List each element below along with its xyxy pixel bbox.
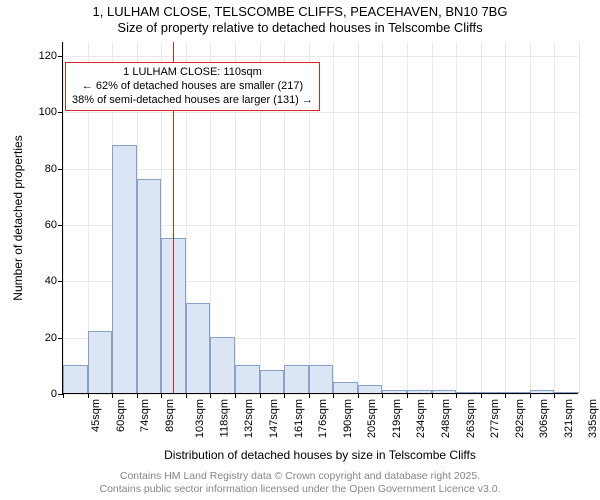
title-line-2: Size of property relative to detached ho… (0, 20, 600, 36)
credits-line-2: Contains public sector information licen… (0, 483, 600, 496)
title-line-1: 1, LULHAM CLOSE, TELSCOMBE CLIFFS, PEACE… (0, 4, 600, 20)
histogram-bar (505, 392, 530, 393)
xtick-mark (260, 393, 261, 398)
histogram-bar (358, 385, 383, 393)
histogram-bar (88, 331, 113, 393)
gridline-v (579, 42, 580, 393)
ytick-label: 20 (45, 332, 63, 344)
xtick-mark (210, 393, 211, 398)
histogram-bar (137, 179, 162, 393)
gridline-v (432, 42, 433, 393)
xtick-mark (161, 393, 162, 398)
histogram-bar (530, 390, 555, 393)
xtick-label: 176sqm (317, 399, 329, 438)
histogram-bar (186, 303, 211, 393)
histogram-bar (309, 365, 334, 393)
xtick-mark (333, 393, 334, 398)
xtick-label: 219sqm (391, 399, 403, 438)
histogram-bar (407, 390, 432, 393)
xtick-label: 263sqm (465, 399, 477, 438)
plot-area: 02040608010012045sqm60sqm74sqm89sqm103sq… (62, 42, 578, 394)
xtick-label: 321sqm (563, 399, 575, 438)
chart-title: 1, LULHAM CLOSE, TELSCOMBE CLIFFS, PEACE… (0, 4, 600, 35)
annotation-line: 38% of semi-detached houses are larger (… (72, 94, 313, 108)
gridline-h (63, 394, 578, 395)
gridline-v (333, 42, 334, 393)
histogram-bar (481, 392, 506, 393)
gridline-v (382, 42, 383, 393)
xtick-mark (309, 393, 310, 398)
credits: Contains HM Land Registry data © Crown c… (0, 470, 600, 496)
histogram-bar (432, 390, 457, 393)
histogram-bar (382, 390, 407, 393)
xtick-mark (530, 393, 531, 398)
gridline-v (505, 42, 506, 393)
gridline-v (63, 42, 64, 393)
histogram-bar (210, 337, 235, 393)
xtick-label: 292sqm (514, 399, 526, 438)
histogram-bar (554, 392, 579, 393)
xtick-label: 132sqm (244, 399, 256, 438)
histogram-bar (112, 145, 137, 393)
ytick-label: 80 (45, 163, 63, 175)
ytick-label: 0 (51, 388, 63, 400)
ytick-label: 100 (39, 106, 63, 118)
xtick-label: 45sqm (90, 399, 102, 432)
xtick-mark (63, 393, 64, 398)
gridline-v (456, 42, 457, 393)
histogram-bar (456, 392, 481, 393)
annotation-box: 1 LULHAM CLOSE: 110sqm← 62% of detached … (65, 62, 320, 111)
xtick-label: 335sqm (588, 399, 600, 438)
xtick-label: 60sqm (115, 399, 127, 432)
gridline-v (481, 42, 482, 393)
gridline-h (63, 56, 578, 57)
gridline-v (358, 42, 359, 393)
histogram-bar (333, 382, 358, 393)
xtick-mark (235, 393, 236, 398)
xtick-mark (186, 393, 187, 398)
xtick-mark (481, 393, 482, 398)
xtick-mark (456, 393, 457, 398)
histogram-bar (235, 365, 260, 393)
xtick-mark (505, 393, 506, 398)
credits-line-1: Contains HM Land Registry data © Crown c… (0, 470, 600, 483)
annotation-line: 1 LULHAM CLOSE: 110sqm (72, 66, 313, 80)
gridline-h (63, 112, 578, 113)
xtick-label: 190sqm (342, 399, 354, 438)
xtick-label: 74sqm (139, 399, 151, 432)
gridline-v (407, 42, 408, 393)
gridline-h (63, 169, 578, 170)
xtick-mark (88, 393, 89, 398)
xtick-label: 161sqm (293, 399, 305, 438)
gridline-v (530, 42, 531, 393)
xtick-label: 234sqm (416, 399, 428, 438)
xtick-label: 147sqm (268, 399, 280, 438)
gridline-v (554, 42, 555, 393)
ytick-label: 60 (45, 219, 63, 231)
xtick-label: 103sqm (194, 399, 206, 438)
y-axis-label: Number of detached properties (11, 135, 25, 300)
xtick-label: 205sqm (366, 399, 378, 438)
annotation-line: ← 62% of detached houses are smaller (21… (72, 80, 313, 94)
xtick-label: 306sqm (538, 399, 550, 438)
xtick-label: 89sqm (164, 399, 176, 432)
histogram-bar (63, 365, 88, 393)
xtick-mark (432, 393, 433, 398)
xtick-mark (284, 393, 285, 398)
x-axis-label: Distribution of detached houses by size … (62, 448, 578, 462)
xtick-mark (407, 393, 408, 398)
xtick-mark (358, 393, 359, 398)
xtick-mark (382, 393, 383, 398)
xtick-label: 248sqm (440, 399, 452, 438)
ytick-label: 120 (39, 50, 63, 62)
xtick-label: 118sqm (218, 399, 230, 437)
histogram-bar (284, 365, 309, 393)
histogram-bar (260, 370, 285, 393)
xtick-label: 277sqm (489, 399, 501, 438)
xtick-mark (137, 393, 138, 398)
xtick-mark (554, 393, 555, 398)
ytick-label: 40 (45, 275, 63, 287)
xtick-mark (112, 393, 113, 398)
